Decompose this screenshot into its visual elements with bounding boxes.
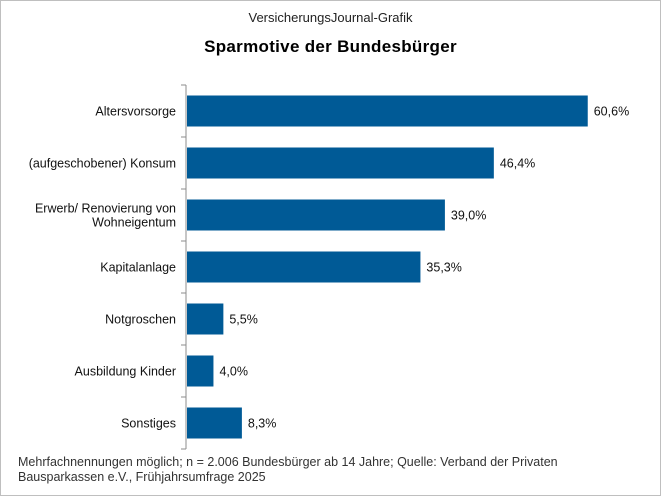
category-label-line: (aufgeschobener) Konsum: [29, 157, 176, 171]
category-label-line: Wohneigentum: [92, 216, 176, 230]
bar: [187, 303, 224, 335]
bar: [187, 147, 494, 179]
bar: [187, 199, 445, 231]
bar: [187, 355, 214, 387]
bar: [187, 251, 421, 283]
value-label: 4,0%: [219, 365, 248, 379]
category-label: (aufgeschobener) Konsum: [29, 157, 176, 171]
category-label: Sonstiges: [121, 417, 176, 431]
footnote-line-2: Bausparkassen e.V., Frühjahrsumfrage 202…: [18, 470, 266, 484]
value-label: 60,6%: [594, 105, 629, 119]
value-label: 8,3%: [248, 417, 276, 431]
category-label: Notgroschen: [105, 313, 176, 327]
category-label-line: Altersvorsorge: [95, 105, 176, 119]
footnote: Mehrfachnennungen möglich; n = 2.006 Bun…: [18, 455, 638, 485]
bar: [187, 95, 588, 127]
value-label: 46,4%: [500, 157, 535, 171]
category-label-line: Sonstiges: [121, 417, 176, 431]
footnote-line-1: Mehrfachnennungen möglich; n = 2.006 Bun…: [18, 455, 558, 469]
category-label: Ausbildung Kinder: [75, 365, 176, 379]
value-label: 5,5%: [229, 313, 258, 327]
category-label-line: Kapitalanlage: [100, 261, 176, 275]
value-label: 35,3%: [426, 261, 461, 275]
category-label: Erwerb/ Renovierung von Wohneigentum: [35, 202, 176, 230]
category-label: Altersvorsorge: [95, 105, 176, 119]
category-label-line: Erwerb/ Renovierung von: [35, 202, 176, 216]
value-label: 39,0%: [451, 209, 486, 223]
category-label-line: Ausbildung Kinder: [75, 365, 176, 379]
category-label: Kapitalanlage: [100, 261, 176, 275]
source-label: VersicherungsJournal-Grafik: [248, 10, 413, 25]
category-label-line: Notgroschen: [105, 313, 176, 327]
bar: [187, 407, 242, 439]
chart-title: Sparmotive der Bundesbürger: [204, 37, 457, 56]
